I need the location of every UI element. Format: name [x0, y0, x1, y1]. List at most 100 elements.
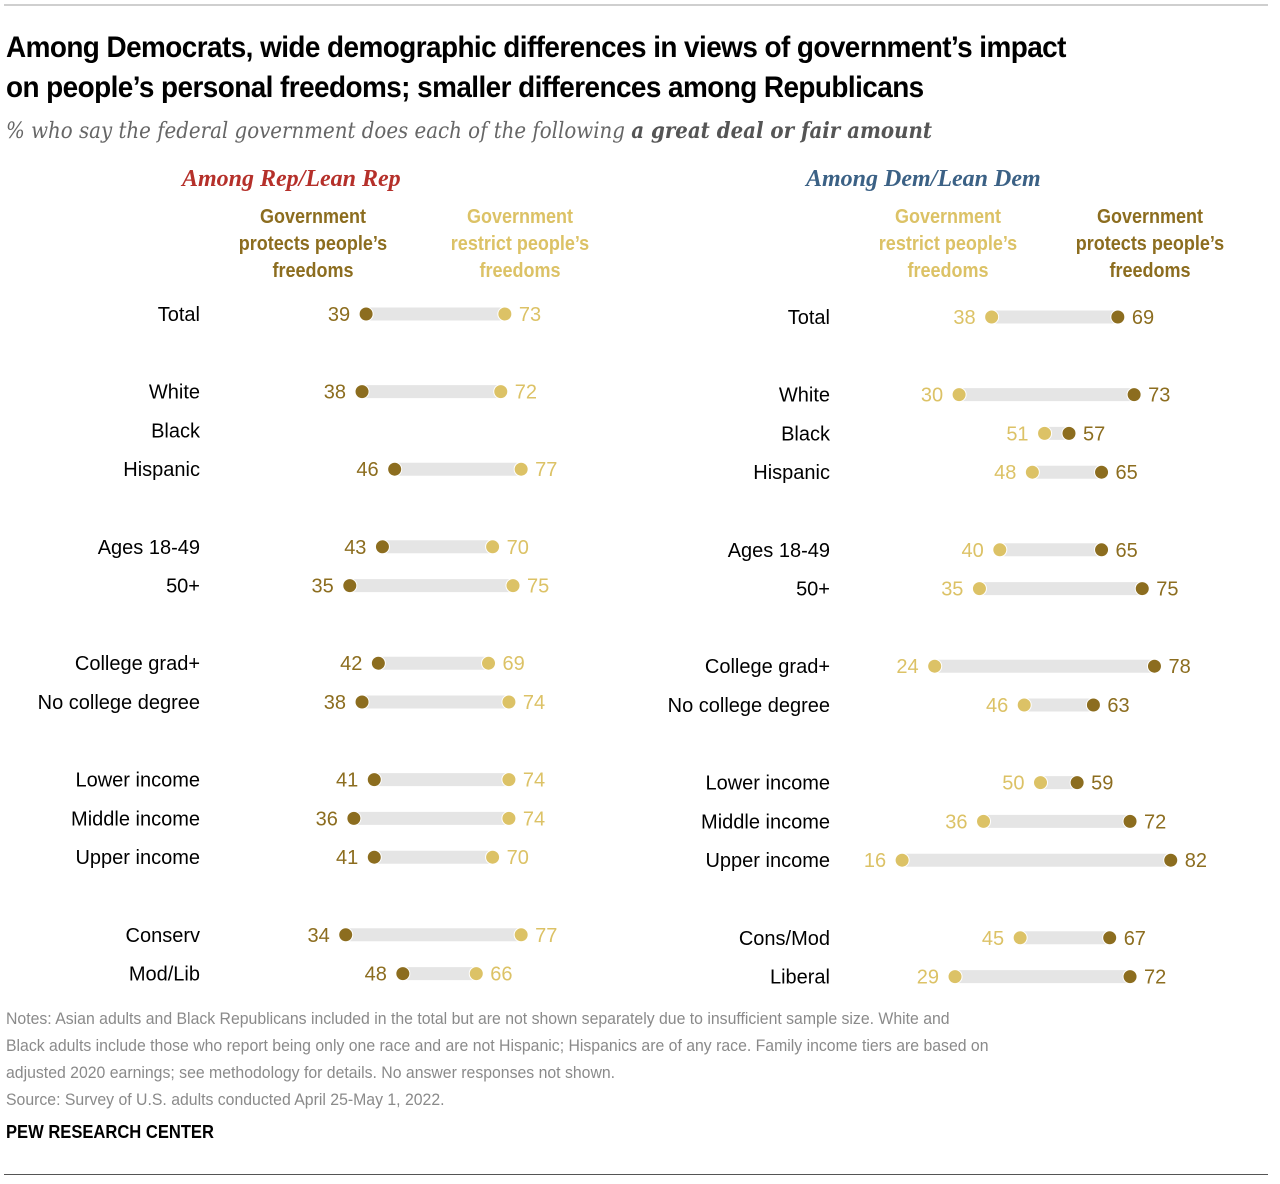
protects-value-label: 67	[1124, 928, 1146, 950]
category-label: No college degree	[668, 695, 830, 717]
subtitle-text: % who say the federal government does ea…	[6, 119, 632, 144]
restricts-value-label: 74	[523, 808, 545, 830]
legend-rep-protects: Government protects people’s freedoms	[223, 204, 403, 285]
protects-dot	[1146, 658, 1162, 674]
legend-line: freedoms	[907, 260, 989, 282]
category-label: Ages 18-49	[98, 537, 200, 559]
protects-value-label: 75	[1156, 579, 1178, 601]
protects-dot	[1102, 930, 1118, 946]
category-label: Cons/Mod	[739, 928, 830, 950]
restricts-dot	[501, 694, 517, 710]
restricts-dot	[513, 927, 529, 943]
restricts-value-label: 72	[515, 382, 537, 404]
protects-dot	[374, 539, 390, 555]
title-line-2: on people’s personal freedoms; smaller d…	[6, 71, 924, 104]
restricts-dot	[976, 813, 992, 829]
chart-subtitle: % who say the federal government does ea…	[6, 118, 932, 144]
protects-value-label: 82	[1185, 850, 1207, 872]
restricts-value-label: 74	[523, 770, 545, 792]
protects-dot	[366, 772, 382, 788]
protects-dot	[342, 578, 358, 594]
restricts-dot	[485, 849, 501, 865]
category-label: Hispanic	[753, 462, 830, 484]
legend-line: freedoms	[1109, 260, 1191, 282]
protects-dot	[1094, 542, 1110, 558]
dem-panel-heading: Among Dem/Lean Dem	[806, 166, 1041, 192]
title-line-1: Among Democrats, wide demographic differ…	[6, 31, 1066, 64]
protects-dot	[395, 966, 411, 982]
legend-line: protects people’s	[1075, 233, 1225, 255]
category-label: College grad+	[75, 653, 200, 675]
protects-dot	[1061, 425, 1077, 441]
category-label: Lower income	[75, 770, 200, 792]
legend-line: freedoms	[272, 260, 354, 282]
note-line: adjusted 2020 earnings; see methodology …	[6, 1063, 616, 1082]
protects-value-label: 73	[1148, 385, 1170, 407]
protects-dot	[1110, 309, 1126, 325]
protects-dot	[354, 694, 370, 710]
category-label: Middle income	[71, 808, 200, 830]
category-label: Total	[788, 307, 830, 329]
restricts-dot	[1033, 775, 1048, 791]
restricts-dot	[951, 387, 967, 403]
restricts-dot	[984, 309, 1000, 325]
protects-value-label: 41	[336, 847, 358, 869]
protects-value-label: 78	[1168, 656, 1190, 678]
restricts-value-label: 30	[921, 385, 943, 407]
restricts-dot	[947, 969, 963, 985]
dot-plot-chart: Total 39 73 White 38 72 Black Hispanic 46 77 Ages …	[38, 304, 1207, 989]
protects-dot	[354, 384, 370, 400]
protects-value-label: 35	[312, 576, 334, 598]
restricts-dot	[481, 655, 497, 671]
restricts-value-label: 40	[962, 540, 984, 562]
protects-value-label: 63	[1107, 695, 1129, 717]
protects-dot	[1085, 697, 1101, 713]
restricts-value-label: 35	[941, 579, 963, 601]
restricts-dot	[1037, 425, 1053, 441]
legend-line: Government	[259, 206, 367, 228]
category-label: Black	[151, 420, 201, 442]
restricts-dot	[485, 539, 501, 555]
restricts-dot	[1016, 697, 1032, 713]
protects-value-label: 36	[316, 808, 338, 830]
protects-dot	[358, 306, 374, 322]
category-label: Upper income	[75, 847, 200, 869]
protects-dot	[1126, 387, 1142, 403]
legend-rep-restricts: Government restrict people’s freedoms	[430, 204, 610, 285]
restricts-dot	[1012, 930, 1028, 946]
protects-dot	[1122, 969, 1138, 985]
restricts-dot	[971, 581, 987, 597]
protects-dot	[1134, 581, 1150, 597]
protects-value-label: 59	[1091, 773, 1113, 795]
category-label: Mod/Lib	[129, 964, 200, 986]
protects-value-label: 57	[1083, 423, 1105, 445]
restricts-dot	[513, 461, 529, 477]
legend-line: Government	[466, 206, 574, 228]
protects-value-label: 38	[324, 692, 346, 714]
category-label: No college degree	[38, 692, 200, 714]
restricts-value-label: 36	[945, 811, 967, 833]
protects-dot	[387, 461, 403, 477]
legend-line: restrict people’s	[450, 233, 590, 255]
category-label: Ages 18-49	[728, 540, 830, 562]
rep-panel-heading: Among Rep/Lean Rep	[182, 166, 401, 192]
category-label: Black	[781, 423, 831, 445]
legend-dem-restricts: Government restrict people’s freedoms	[858, 204, 1038, 285]
restricts-value-label: 73	[519, 304, 541, 326]
restricts-dot	[927, 658, 943, 674]
restricts-value-label: 45	[982, 928, 1004, 950]
legend-line: Government	[1096, 206, 1204, 228]
bottom-rule	[4, 1174, 1268, 1175]
chart-title: Among Democrats, wide demographic differ…	[6, 28, 1187, 108]
category-label: Total	[158, 304, 200, 326]
protects-value-label: 42	[340, 653, 362, 675]
restricts-dot	[501, 810, 517, 826]
restricts-value-label: 77	[535, 459, 557, 481]
note-line: Notes: Asian adults and Black Republican…	[6, 1009, 950, 1028]
legend-line: restrict people’s	[878, 233, 1018, 255]
protects-dot	[366, 849, 382, 865]
protects-dot	[370, 655, 386, 671]
protects-value-label: 72	[1144, 967, 1166, 989]
protects-dot	[346, 810, 362, 826]
restricts-value-label: 48	[994, 462, 1016, 484]
